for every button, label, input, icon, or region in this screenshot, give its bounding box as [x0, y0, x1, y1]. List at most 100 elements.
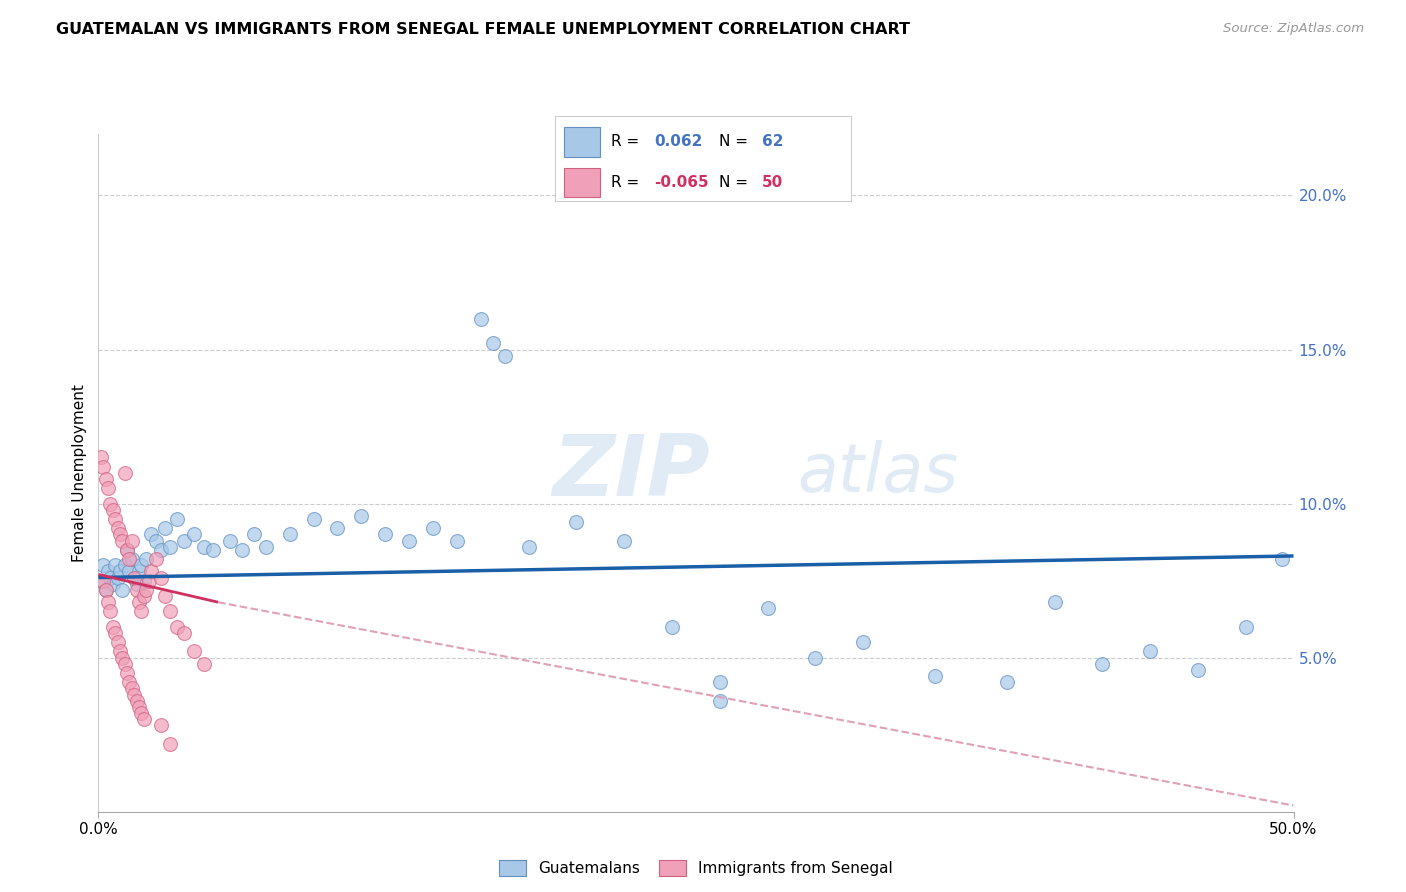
- Point: [139, 565, 162, 579]
- Point: [804, 650, 827, 665]
- Point: [107, 635, 129, 649]
- Point: [132, 712, 155, 726]
- Text: N =: N =: [720, 134, 754, 149]
- Point: [155, 589, 177, 603]
- Point: [111, 650, 134, 665]
- Point: [114, 466, 136, 480]
- Point: [183, 527, 205, 541]
- Point: [1091, 657, 1114, 671]
- Point: [121, 533, 143, 548]
- Point: [231, 542, 253, 557]
- FancyBboxPatch shape: [564, 127, 599, 157]
- Point: [114, 558, 136, 573]
- Point: [326, 521, 349, 535]
- Point: [132, 574, 155, 588]
- Point: [145, 533, 167, 548]
- Point: [481, 336, 505, 351]
- Point: [1271, 552, 1294, 566]
- Text: 0.062: 0.062: [654, 134, 703, 149]
- Point: [166, 620, 188, 634]
- Point: [91, 558, 114, 573]
- Point: [1234, 620, 1257, 634]
- Point: [139, 527, 162, 541]
- Point: [94, 582, 117, 597]
- Point: [193, 657, 215, 671]
- Point: [243, 527, 266, 541]
- Point: [565, 515, 588, 529]
- Point: [278, 527, 301, 541]
- Point: [422, 521, 444, 535]
- Point: [91, 459, 114, 474]
- Point: [128, 565, 150, 579]
- Point: [124, 570, 146, 584]
- Point: [193, 540, 215, 554]
- Point: [118, 552, 141, 566]
- Point: [155, 521, 177, 535]
- Point: [149, 542, 172, 557]
- Legend: Guatemalans, Immigrants from Senegal: Guatemalans, Immigrants from Senegal: [492, 854, 900, 882]
- Point: [115, 666, 138, 681]
- Text: R =: R =: [612, 175, 644, 190]
- Text: ZIP: ZIP: [553, 431, 710, 515]
- Point: [107, 521, 129, 535]
- Point: [124, 570, 146, 584]
- Point: [350, 508, 373, 523]
- Point: [118, 565, 141, 579]
- Text: 62: 62: [762, 134, 783, 149]
- Point: [121, 681, 143, 696]
- Point: [135, 582, 157, 597]
- Point: [173, 533, 195, 548]
- Point: [111, 533, 134, 548]
- Point: [709, 694, 731, 708]
- Text: R =: R =: [612, 134, 644, 149]
- Point: [94, 472, 117, 486]
- Point: [756, 601, 779, 615]
- Text: -0.065: -0.065: [654, 175, 709, 190]
- Point: [128, 700, 150, 714]
- Point: [159, 540, 181, 554]
- Point: [145, 552, 167, 566]
- Point: [254, 540, 277, 554]
- Point: [125, 694, 148, 708]
- Point: [115, 542, 138, 557]
- Text: 50: 50: [762, 175, 783, 190]
- Point: [97, 595, 120, 609]
- Point: [613, 533, 636, 548]
- Point: [125, 582, 148, 597]
- Point: [302, 512, 325, 526]
- Point: [661, 620, 683, 634]
- Point: [90, 450, 112, 465]
- Text: GUATEMALAN VS IMMIGRANTS FROM SENEGAL FEMALE UNEMPLOYMENT CORRELATION CHART: GUATEMALAN VS IMMIGRANTS FROM SENEGAL FE…: [56, 22, 910, 37]
- Point: [852, 635, 875, 649]
- Point: [118, 675, 141, 690]
- Point: [446, 533, 468, 548]
- Point: [108, 565, 131, 579]
- Point: [995, 675, 1018, 690]
- Point: [202, 542, 225, 557]
- Point: [131, 558, 153, 573]
- Point: [709, 675, 731, 690]
- Point: [104, 558, 127, 573]
- Point: [98, 604, 122, 618]
- Text: N =: N =: [720, 175, 754, 190]
- Point: [91, 574, 114, 588]
- Point: [111, 582, 134, 597]
- Point: [183, 644, 205, 658]
- Point: [124, 688, 146, 702]
- Point: [398, 533, 420, 548]
- Point: [166, 512, 188, 526]
- Point: [107, 570, 129, 584]
- Point: [159, 604, 181, 618]
- Point: [90, 574, 112, 588]
- Point: [115, 542, 138, 557]
- Point: [98, 570, 122, 584]
- Point: [101, 576, 124, 591]
- Point: [97, 481, 120, 495]
- Point: [1043, 595, 1066, 609]
- Point: [104, 512, 127, 526]
- Point: [128, 595, 150, 609]
- Point: [132, 589, 155, 603]
- Text: atlas: atlas: [797, 440, 959, 506]
- Y-axis label: Female Unemployment: Female Unemployment: [72, 384, 87, 562]
- Point: [104, 626, 127, 640]
